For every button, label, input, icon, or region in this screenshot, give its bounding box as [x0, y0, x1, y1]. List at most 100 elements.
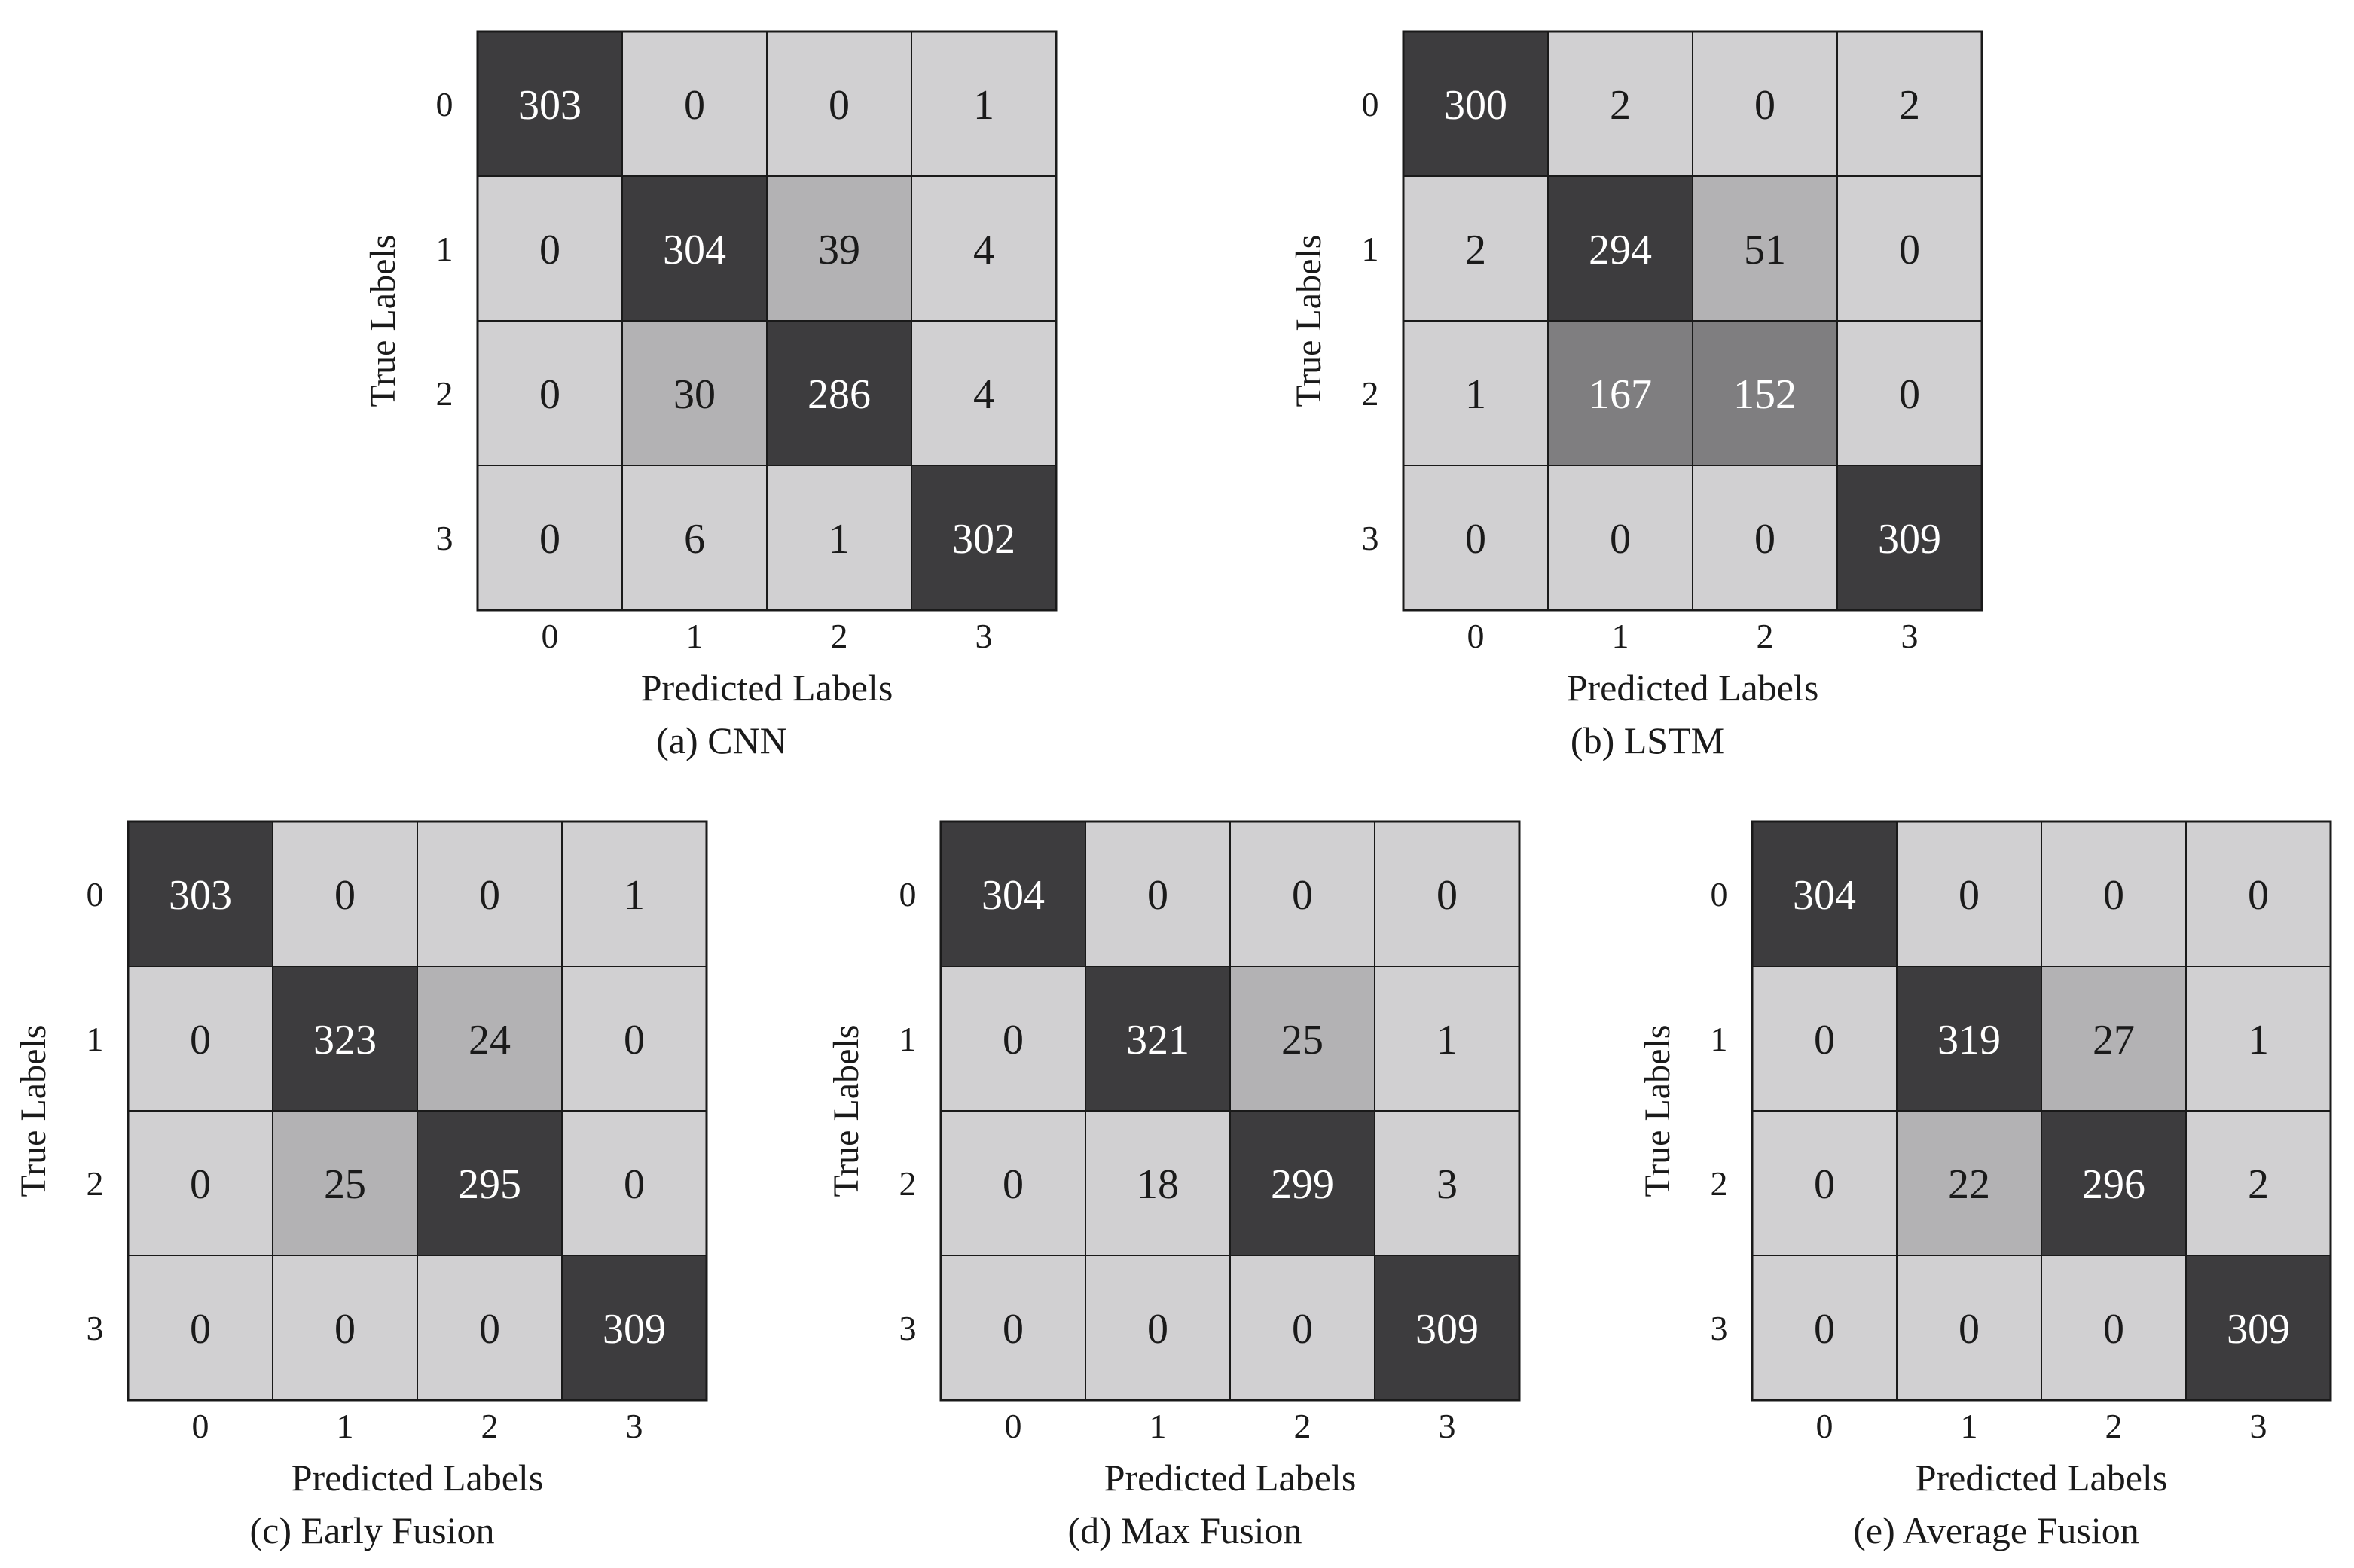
cell-value-2-3: 2 — [2248, 1161, 2269, 1208]
cell-value-1-1: 323 — [313, 1017, 377, 1063]
cell-value-3-1: 6 — [684, 516, 705, 563]
x-axis-label: Predicted Labels — [292, 1457, 544, 1499]
cell-value-3-3: 302 — [952, 516, 1015, 563]
cell-3-1 — [621, 465, 768, 611]
cell-1-3 — [911, 175, 1057, 322]
cell-0-1 — [1896, 821, 2042, 967]
cell-2-1 — [272, 1110, 418, 1256]
cell-3-3 — [2185, 1255, 2331, 1401]
x-tick-label: 2 — [1294, 1407, 1311, 1445]
y-tick-label: 0 — [899, 875, 917, 914]
cell-1-1 — [1547, 175, 1693, 322]
cell-2-1 — [1085, 1110, 1231, 1256]
cell-2-1 — [621, 320, 768, 466]
cell-value-2-1: 25 — [324, 1161, 366, 1208]
cell-0-0 — [127, 821, 273, 967]
cell-value-0-2: 0 — [479, 872, 500, 919]
confusion-matrix-max-fusion: 304 0 0 0 0 321 25 1 0 18 299 3 0 0 0 309 0 1 2 3 0 1 2 3 Predic… — [826, 820, 1521, 1551]
y-axis-label: True Labels — [1638, 1025, 1678, 1197]
x-tick-label: 1 — [337, 1407, 354, 1445]
cell-value-1-2: 25 — [1281, 1017, 1324, 1063]
y-tick-label: 2 — [87, 1164, 104, 1203]
y-tick-label: 2 — [436, 374, 453, 413]
cell-value-0-2: 0 — [2103, 872, 2124, 919]
matrix-frame — [476, 30, 1058, 612]
cell-2-2 — [417, 1110, 563, 1256]
cell-value-1-2: 27 — [2093, 1017, 2135, 1063]
x-tick-label: 2 — [2105, 1407, 2123, 1445]
cell-value-3-3: 309 — [1878, 516, 1941, 563]
cell-value-0-0: 303 — [169, 872, 232, 919]
cell-2-2 — [1692, 320, 1838, 466]
cell-0-0 — [940, 821, 1086, 967]
cell-2-3 — [1836, 320, 1983, 466]
cell-0-1 — [272, 821, 418, 967]
cell-3-0 — [940, 1255, 1086, 1401]
cell-2-2 — [2041, 1110, 2187, 1256]
x-axis-label: Predicted Labels — [1916, 1457, 2168, 1499]
cell-3-3 — [561, 1255, 707, 1401]
cell-value-3-2: 0 — [2103, 1306, 2124, 1353]
cell-value-2-2: 152 — [1733, 371, 1797, 418]
cell-value-0-3: 2 — [1899, 82, 1920, 129]
cell-value-3-3: 309 — [2227, 1306, 2290, 1353]
x-axis-label: Predicted Labels — [641, 667, 893, 709]
cell-value-1-3: 1 — [1437, 1017, 1458, 1063]
cell-value-3-0: 0 — [1003, 1306, 1024, 1353]
cell-1-1 — [272, 966, 418, 1112]
x-tick-label: 1 — [1150, 1407, 1167, 1445]
x-tick-label: 0 — [192, 1407, 209, 1445]
y-tick-label: 3 — [1711, 1309, 1728, 1347]
cell-value-1-1: 304 — [663, 227, 726, 273]
panel-caption: (b) LSTM — [1571, 719, 1724, 761]
confusion-matrix-average-fusion: 304 0 0 0 0 319 27 1 0 22 296 2 0 0 0 309 0 1 2 3 0 1 2 3 Predic… — [1638, 820, 2332, 1551]
cell-3-3 — [1374, 1255, 1520, 1401]
cell-value-3-0: 0 — [1465, 516, 1486, 563]
cell-value-0-2: 0 — [1754, 82, 1775, 129]
cell-value-0-1: 0 — [684, 82, 705, 129]
cell-value-0-0: 300 — [1444, 82, 1507, 129]
confusion-matrix-lstm: 300 2 0 2 2 294 51 0 1 167 152 0 0 0 0 309 0 1 2 3 0 1 2 3 Predi… — [1289, 30, 1983, 761]
cell-1-0 — [127, 966, 273, 1112]
x-axis-label: Predicted Labels — [1567, 667, 1819, 709]
cell-value-1-2: 39 — [818, 227, 860, 273]
cell-value-2-1: 22 — [1948, 1161, 1990, 1208]
y-tick-label: 1 — [1362, 230, 1379, 268]
y-tick-label: 3 — [1362, 519, 1379, 557]
y-tick-label: 3 — [899, 1309, 917, 1347]
cell-value-1-3: 4 — [973, 227, 994, 273]
cell-value-1-0: 2 — [1465, 227, 1486, 273]
y-tick-label: 0 — [87, 875, 104, 914]
cell-value-1-3: 1 — [2248, 1017, 2269, 1063]
cell-3-2 — [766, 465, 912, 611]
cell-2-3 — [1374, 1110, 1520, 1256]
x-tick-label: 0 — [542, 617, 559, 655]
x-tick-label: 2 — [1757, 617, 1774, 655]
cell-value-2-3: 3 — [1437, 1161, 1458, 1208]
cell-1-1 — [621, 175, 768, 322]
cell-value-3-1: 0 — [1610, 516, 1631, 563]
cell-0-1 — [621, 31, 768, 177]
cell-3-0 — [477, 465, 623, 611]
cell-1-3 — [2185, 966, 2331, 1112]
y-tick-label: 1 — [899, 1020, 917, 1058]
cell-value-1-2: 24 — [469, 1017, 511, 1063]
cell-value-3-3: 309 — [603, 1306, 666, 1353]
cell-value-1-3: 0 — [624, 1017, 645, 1063]
y-tick-label: 1 — [436, 230, 453, 268]
x-tick-label: 2 — [831, 617, 848, 655]
cell-3-1 — [272, 1255, 418, 1401]
cell-1-1 — [1085, 966, 1231, 1112]
cell-3-0 — [1403, 465, 1549, 611]
cell-value-2-2: 295 — [458, 1161, 521, 1208]
cell-value-0-0: 304 — [1793, 872, 1856, 919]
cell-value-2-2: 286 — [808, 371, 871, 418]
cell-value-2-0: 0 — [1003, 1161, 1024, 1208]
cell-0-0 — [1751, 821, 1898, 967]
cell-value-3-3: 309 — [1415, 1306, 1479, 1353]
cell-value-1-0: 0 — [1003, 1017, 1024, 1063]
cell-0-3 — [911, 31, 1057, 177]
y-axis-label: True Labels — [1289, 235, 1329, 407]
